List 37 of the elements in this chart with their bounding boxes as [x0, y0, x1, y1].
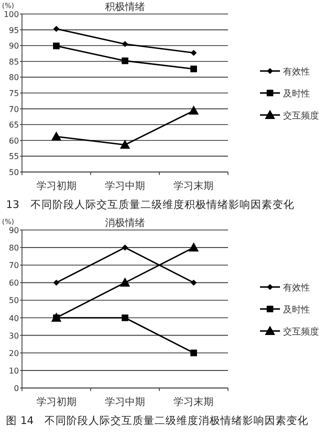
y-tick-label: 80 — [8, 244, 19, 253]
y-tick-label: 60 — [8, 136, 19, 146]
legend-label: 有效性 — [283, 66, 310, 78]
legend-label: 交互频度 — [283, 326, 319, 338]
y-tick-label: 90 — [8, 42, 19, 51]
y-tick-label: 95 — [8, 26, 19, 35]
y-tick-label: 75 — [8, 89, 19, 98]
y-tick-label: 70 — [8, 104, 19, 114]
y-tick-label: 65 — [8, 120, 19, 130]
legend-label: 有效性 — [283, 282, 310, 294]
chart-title: 消极情绪 — [105, 217, 145, 229]
y-tick-label: 55 — [8, 152, 19, 162]
caption: 图 14 不同阶段人际交互质量二级维度消极情绪影响因素变化 — [6, 414, 309, 427]
legend-label: 及时性 — [283, 304, 310, 316]
x-tick-label: 学习末期 — [174, 180, 214, 192]
y-tick-label: 90 — [8, 226, 19, 235]
y-tick-label: 0 — [14, 384, 19, 393]
x-tick-label: 学习中期 — [105, 180, 145, 192]
x-tick-label: 学习初期 — [36, 180, 76, 192]
chart-title: 积极情绪 — [105, 1, 145, 13]
legend-label: 及时性 — [283, 88, 310, 100]
y-tick-label: 40 — [8, 314, 19, 323]
x-tick-label: 学习末期 — [174, 396, 214, 408]
y-tick-label: 80 — [8, 73, 19, 82]
y-tick-label: 60 — [8, 278, 19, 288]
y-tick-label: 50 — [8, 296, 19, 306]
y-tick-label: 50 — [8, 168, 19, 177]
y-tick-label: 20 — [8, 348, 19, 358]
x-tick-label: 学习初期 — [36, 396, 76, 408]
legend-label: 交互频度 — [283, 110, 319, 122]
y-tick-label: 85 — [8, 57, 19, 66]
y-tick-label: 30 — [8, 331, 19, 340]
y-tick-label: 10 — [8, 366, 19, 376]
y-tick-label: 70 — [8, 261, 19, 270]
text: 13 不同阶段人际交互质量二级维度积极情绪影响因素变化 — [6, 198, 294, 211]
y-tick-label: 100 — [4, 10, 19, 19]
x-tick-label: 学习中期 — [105, 396, 145, 408]
